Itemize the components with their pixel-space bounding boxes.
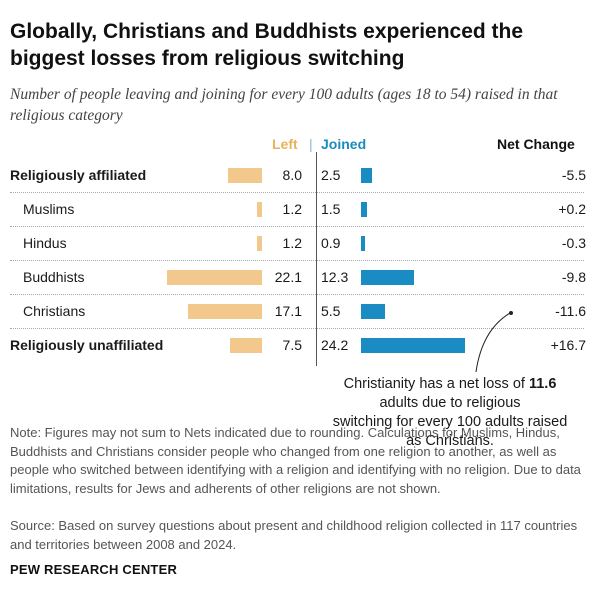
left-bar [188,304,262,319]
category-label: Christians [23,303,86,319]
row-divider [10,328,584,329]
table-row: Christians 17.1 5.5 -11.6 [0,295,604,329]
table-row: Muslims 1.2 1.5 +0.2 [0,193,604,227]
left-bar [227,168,262,183]
left-bar [166,270,262,285]
joined-bar [361,168,372,183]
net-change-label: -0.3 [561,235,586,251]
category-label: Muslims [23,201,75,217]
joined-bar [361,270,414,285]
source-text: Source: Based on survey questions about … [10,518,578,552]
category-label: Hindus [23,235,67,251]
joined-bar [361,236,365,251]
note-text: Note: Figures may not sum to Nets indica… [10,425,581,496]
net-change-label: +0.2 [558,201,586,217]
table-row: Hindus 1.2 0.9 -0.3 [0,227,604,261]
row-divider [10,226,584,227]
left-bar [229,338,262,353]
annotation-post: adults due to religious [379,395,521,411]
joined-bar [361,202,368,217]
annotation-line2: switching for every 100 adults raised as… [332,414,568,449]
net-change-label: +16.7 [550,337,586,353]
header-separator: | [309,136,313,152]
net-change-label: -9.8 [561,269,586,285]
brand-logo: PEW RESEARCH CENTER [10,562,178,577]
chart-subtitle: Number of people leaving and joining for… [10,86,558,124]
table-row: Religiously unaffiliated 7.5 24.2 +16.7 [0,329,604,363]
left-bar [256,202,262,217]
category-label: Religiously unaffiliated [10,337,164,353]
left-value-label: 1.2 [282,201,302,217]
table-row: Buddhists 22.1 12.3 -9.8 [0,261,604,295]
joined-value-label: 12.3 [321,269,349,285]
joined-value-label: 0.9 [321,235,341,251]
left-value-label: 7.5 [282,337,302,353]
net-change-label: -5.5 [561,167,586,183]
joined-bar [361,338,466,353]
row-divider [10,192,584,193]
row-divider [10,294,584,295]
joined-value-label: 24.2 [321,337,349,353]
row-divider [10,260,584,261]
annotation: Christianity has a net loss of 11.6 adul… [330,375,570,451]
left-value-label: 8.0 [282,167,302,183]
joined-value-label: 2.5 [321,167,341,183]
joined-value-label: 1.5 [321,201,341,217]
chart-title: Globally, Christians and Buddhists exper… [10,20,524,70]
annotation-pre: Christianity has a net loss of [343,376,529,392]
joined-value-label: 5.5 [321,303,341,319]
center-axis [316,152,317,366]
header-net-change: Net Change [497,136,575,152]
chart-area: Left | Joined Net Change Religiously aff… [0,130,604,370]
annotation-bold: 11.6 [528,376,557,392]
table-row: Religiously affiliated 8.0 2.5 -5.5 [0,159,604,193]
left-bar [256,236,262,251]
joined-bar [361,304,385,319]
left-value-label: 1.2 [282,235,302,251]
header-joined: Joined [321,136,367,152]
net-change-label: -11.6 [555,303,586,319]
header-left: Left [272,136,298,152]
category-label: Buddhists [23,269,85,285]
category-label: Religiously affiliated [10,167,147,183]
left-value-label: 22.1 [274,269,302,285]
left-value-label: 17.1 [274,303,302,319]
